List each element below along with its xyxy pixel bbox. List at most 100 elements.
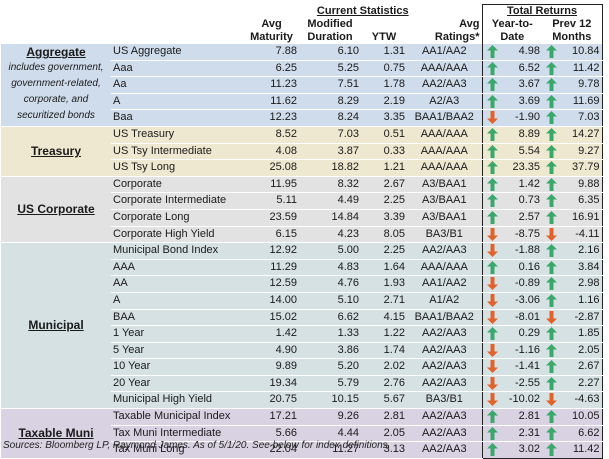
avg-maturity-value: 1.42 — [244, 325, 299, 343]
table-row: Corporate High Yield 6.15 4.23 8.05 BA3/B1 -8… — [1, 226, 603, 244]
ytw-value: 2.02 — [361, 358, 407, 376]
prev12-header-line2: Months — [542, 31, 603, 44]
up-arrow-icon — [546, 327, 558, 341]
prev12-return-value: 1.85 — [578, 327, 600, 340]
up-arrow-icon — [546, 94, 558, 108]
prev12-return-cell: -4.11 — [542, 226, 603, 244]
down-arrow-icon — [486, 310, 498, 324]
ytw-value: 1.22 — [361, 325, 407, 343]
prev12-return-value: 2.98 — [578, 277, 600, 290]
modified-duration-value: 5.25 — [299, 60, 361, 78]
ytd-return-cell: -1.16 — [481, 342, 543, 360]
up-arrow-icon — [486, 260, 498, 274]
avg-maturity-value: 20.75 — [244, 391, 299, 410]
modified-duration-value: 4.49 — [299, 192, 361, 210]
avg-ratings-value: AA2/AA3 — [407, 441, 483, 459]
up-arrow-icon — [546, 144, 558, 158]
avg-maturity-value: 5.11 — [244, 192, 299, 210]
modified-duration-value: 10.15 — [299, 391, 361, 410]
ytd-return-cell: -1.90 — [481, 109, 543, 127]
table-row: Treasury US Treasury 8.52 7.03 0.51 AAA/AAA 8.… — [1, 126, 603, 177]
prev12-return-value: 2.16 — [578, 244, 600, 257]
ytw-value: 2.05 — [361, 425, 407, 443]
up-arrow-icon — [546, 376, 558, 390]
ytd-return-value: 23.35 — [512, 161, 541, 174]
index-name: BAA — [111, 309, 244, 327]
avg-maturity-value: 11.95 — [244, 176, 299, 194]
modified-duration-header-line2: Duration — [307, 31, 353, 43]
category-cell: Treasury — [1, 126, 111, 177]
avg-maturity-value: 11.62 — [244, 93, 299, 111]
avg-ratings-value: AA2/AA3 — [407, 425, 483, 443]
up-arrow-icon — [486, 144, 498, 158]
avg-ratings-value: AAA/AAA — [407, 259, 483, 277]
prev12-return-cell: -2.87 — [542, 309, 603, 327]
avg-maturity-value: 4.90 — [244, 342, 299, 360]
ytd-return-value: 2.31 — [518, 426, 541, 439]
table-row: AAA 11.29 4.83 1.64 AAA/AAA 0.16 3.84 — [1, 259, 603, 277]
avg-maturity-value: 25.08 — [244, 159, 299, 177]
index-name: Corporate Intermediate — [111, 192, 244, 210]
ytd-return-value: 0.29 — [518, 327, 541, 340]
source-note: Sources: Bloomberg LP, Raymond James. As… — [3, 440, 391, 451]
index-name: Corporate Long — [111, 209, 244, 227]
prev12-return-cell: 7.03 — [542, 109, 603, 127]
table-row: US Tsy Long 25.08 18.82 1.21 AAA/AAA 23.35 37.… — [1, 159, 603, 177]
up-arrow-icon — [486, 443, 498, 457]
up-arrow-icon — [546, 127, 558, 141]
prev12-return-cell: 2.98 — [542, 275, 603, 293]
index-name: Aaa — [111, 60, 244, 78]
avg-ratings-value: AAA/AAA — [407, 60, 483, 78]
avg-maturity-value: 6.15 — [244, 226, 299, 244]
modified-duration-value: 18.82 — [299, 159, 361, 177]
avg-ratings-value: A2/A3 — [407, 93, 483, 111]
modified-duration-value: 8.32 — [299, 176, 361, 194]
ytd-return-value: 3.69 — [518, 94, 541, 107]
down-arrow-icon — [546, 227, 558, 241]
modified-duration-value: 5.00 — [299, 242, 361, 260]
ytw-value: 1.93 — [361, 275, 407, 293]
index-name: 5 Year — [111, 342, 244, 360]
ytd-return-cell: 3.69 — [481, 93, 543, 111]
up-arrow-icon — [486, 210, 498, 224]
prev12-return-cell: 10.84 — [542, 44, 603, 61]
table-row: 1 Year 1.42 1.33 1.22 AA2/AA3 0.29 1.85 — [1, 325, 603, 343]
ytd-return-cell: -2.55 — [481, 375, 543, 393]
ytw-value: 4.15 — [361, 309, 407, 327]
avg-maturity-value: 5.66 — [244, 425, 299, 443]
table-row: Taxable Muni Taxable Municipal Index 17.21… — [1, 408, 603, 459]
up-arrow-icon — [546, 343, 558, 357]
ytd-header-line2: Date — [481, 31, 543, 44]
prev12-return-cell: 2.67 — [542, 358, 603, 376]
modified-duration-value: 5.79 — [299, 375, 361, 393]
ytd-return-cell: 8.89 — [481, 126, 543, 144]
avg-ratings-value: AAA/AAA — [407, 159, 483, 177]
ytd-return-value: 4.98 — [518, 45, 541, 57]
category-cell: Taxable Muni — [1, 408, 111, 459]
ytd-return-value: -1.88 — [514, 244, 541, 257]
prev12-return-cell: 2.27 — [542, 375, 603, 393]
modified-duration-value: 14.84 — [299, 209, 361, 227]
avg-maturity-value: 11.23 — [244, 76, 299, 94]
down-arrow-icon — [486, 393, 498, 407]
prev12-return-value: 7.03 — [578, 111, 600, 124]
prev12-return-value: 10.05 — [572, 410, 600, 423]
index-name: Taxable Municipal Index — [111, 408, 244, 426]
category-cell: Municipal — [1, 242, 111, 410]
avg-maturity-value: 23.59 — [244, 209, 299, 227]
index-name: Municipal Bond Index — [111, 242, 244, 260]
ytd-return-value: 0.16 — [518, 260, 541, 273]
avg-ratings-value: BAA1/BAA2 — [407, 309, 483, 327]
prev12-return-value: 1.16 — [578, 293, 600, 306]
prev12-return-value: -4.11 — [575, 227, 600, 240]
table-row: Tax Muni Intermediate 5.66 4.44 2.05 AA2/AA3… — [1, 425, 603, 443]
modified-duration-value: 6.10 — [299, 44, 361, 61]
ytd-return-value: -8.01 — [514, 310, 541, 323]
ytw-value: 5.67 — [361, 391, 407, 410]
ytd-return-value: 2.81 — [518, 410, 541, 423]
prev12-header-line1: Prev 12 — [542, 18, 603, 31]
ytd-return-cell: 3.02 — [481, 441, 543, 459]
prev12-return-value: -2.87 — [574, 310, 600, 323]
table-row: Corporate Intermediate 5.11 4.49 2.25 A3/BAA… — [1, 192, 603, 210]
ytd-return-cell: 0.73 — [481, 192, 543, 210]
